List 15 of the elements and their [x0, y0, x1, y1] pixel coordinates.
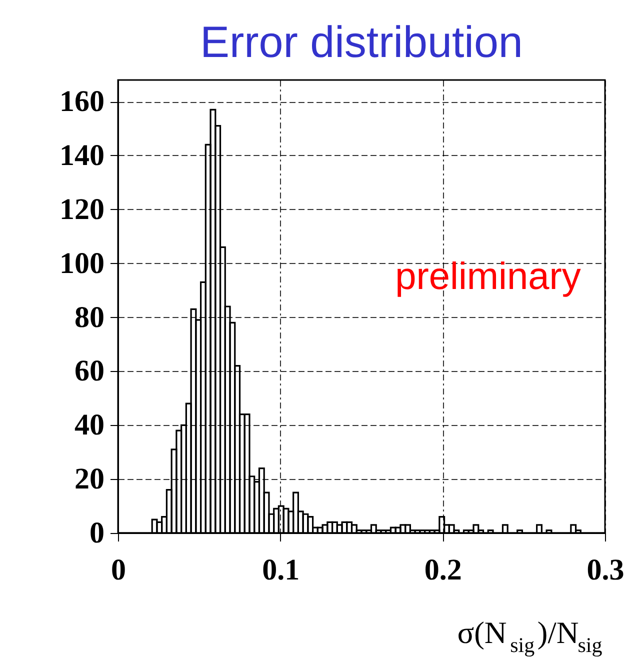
y-tick-label: 160: [60, 85, 104, 118]
y-tick-label: 40: [74, 408, 104, 442]
annotation: preliminary: [395, 256, 581, 298]
y-tick-label: 100: [60, 246, 104, 280]
y-tick-label: 140: [60, 139, 104, 172]
x-tick-label: 0: [111, 554, 126, 586]
y-tick-label: 80: [74, 300, 104, 334]
x-tick-label: 0.3: [586, 554, 624, 586]
x-tick-label: 0.1: [262, 554, 300, 586]
y-tick-label: 0: [90, 516, 104, 550]
y-tick-label: 120: [60, 192, 104, 226]
y-tick-label: 20: [74, 462, 104, 496]
x-tick-label: 0.2: [424, 554, 462, 586]
chart-title: Error distribution: [200, 18, 523, 67]
y-tick-label: 60: [74, 354, 104, 388]
